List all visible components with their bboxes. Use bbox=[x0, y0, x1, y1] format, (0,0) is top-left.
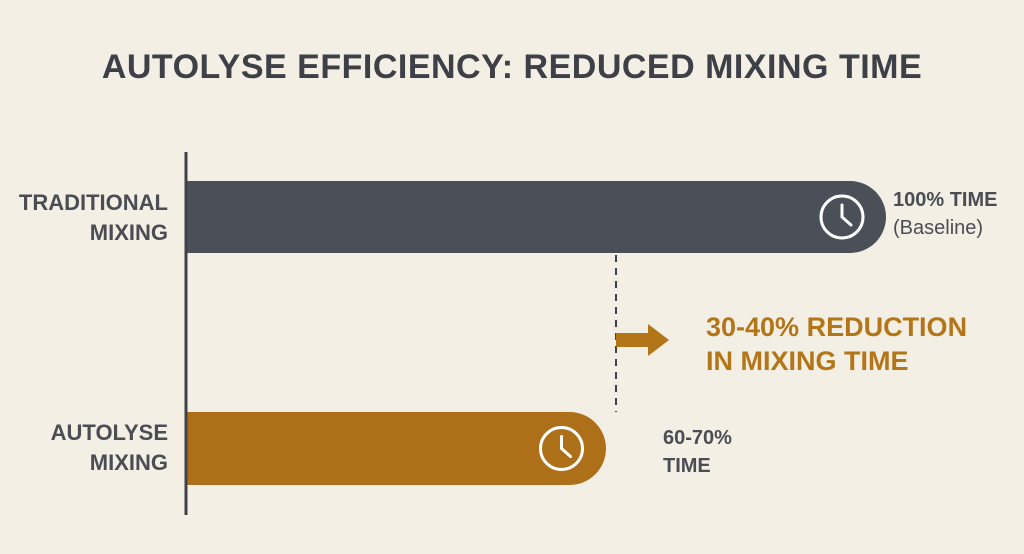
value-label-main: 60-70% bbox=[663, 427, 732, 449]
value-label-autolyse: 60-70% TIME bbox=[663, 424, 732, 480]
annotation-line: 30-40% REDUCTION bbox=[706, 312, 968, 342]
category-label-line: AUTOLYSE bbox=[50, 420, 168, 445]
chart-title: AUTOLYSE EFFICIENCY: REDUCED MIXING TIME bbox=[101, 48, 923, 86]
value-label-main: 100% TIME bbox=[893, 189, 998, 211]
clock-icon bbox=[819, 194, 865, 240]
bar-autolyse bbox=[186, 412, 606, 485]
reduction-annotation: 30-40% REDUCTION IN MIXING TIME bbox=[706, 310, 967, 378]
reduction-arrow bbox=[616, 324, 669, 356]
value-label-sub: (Baseline) bbox=[893, 217, 984, 239]
category-label-line: MIXING bbox=[89, 450, 168, 475]
value-label-sub: TIME bbox=[663, 455, 711, 477]
category-label-autolyse: AUTOLYSE MIXING bbox=[18, 418, 168, 478]
bar-traditional bbox=[186, 181, 886, 253]
annotation-line: IN MIXING TIME bbox=[706, 346, 909, 376]
clock-icon bbox=[539, 426, 584, 471]
value-label-traditional: 100% TIME (Baseline) bbox=[893, 186, 997, 242]
category-label-line: MIXING bbox=[89, 220, 168, 245]
category-label-traditional: TRADITIONAL MIXING bbox=[18, 188, 168, 248]
category-label-line: TRADITIONAL bbox=[18, 190, 168, 215]
